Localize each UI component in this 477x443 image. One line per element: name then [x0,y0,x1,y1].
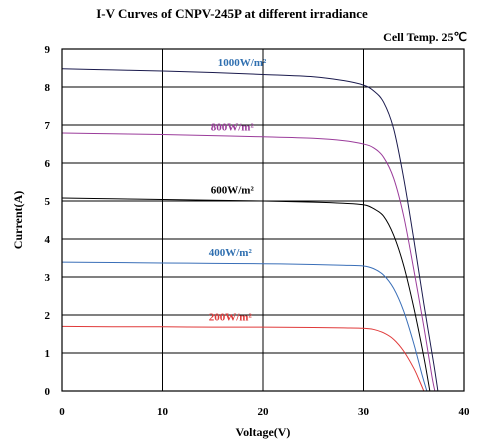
x-tick-label: 40 [459,406,471,418]
y-tick-label: 4 [45,234,51,246]
x-tick-label: 0 [59,406,65,418]
y-tick-label: 9 [45,44,51,56]
series-line-3 [61,261,428,392]
series-line-2 [61,197,431,392]
x-tick-label: 30 [358,406,370,418]
y-tick-label: 8 [45,82,51,94]
series-label-1: 800W/m² [211,121,255,133]
x-tick-label: 10 [157,406,169,418]
series-label-0: 1000W/m² [218,57,267,69]
series-line-1 [61,132,436,392]
x-tick-label: 20 [258,406,270,418]
chart-subtitle: Cell Temp. 25℃ [383,30,467,44]
plot-frame [61,48,465,392]
series-label-4: 200W/m² [209,311,253,323]
y-tick-label: 0 [45,386,51,398]
y-tick-label: 6 [45,158,51,170]
y-tick-label: 2 [45,310,51,322]
y-axis-label: Current(A) [11,191,25,249]
y-tick-label: 3 [45,272,51,284]
series-line-4 [61,325,425,392]
series-labels: 1000W/m² 800W/m² 600W/m² 400W/m² 200W/m² [209,57,267,323]
series-line-0 [61,68,439,392]
x-axis-label: Voltage(V) [236,425,291,439]
y-tick-label: 1 [45,348,51,360]
chart-title: I-V Curves of CNPV-245P at different irr… [96,6,368,21]
series-label-2: 600W/m² [211,184,255,196]
series-label-3: 400W/m² [209,247,253,259]
y-tick-label: 5 [45,196,51,208]
grid [62,49,464,391]
series-curves [61,68,439,392]
y-tick-label: 7 [45,120,51,132]
axis-ticks: 0 1 2 3 4 5 6 7 8 9 0 10 20 30 40 [45,44,471,418]
